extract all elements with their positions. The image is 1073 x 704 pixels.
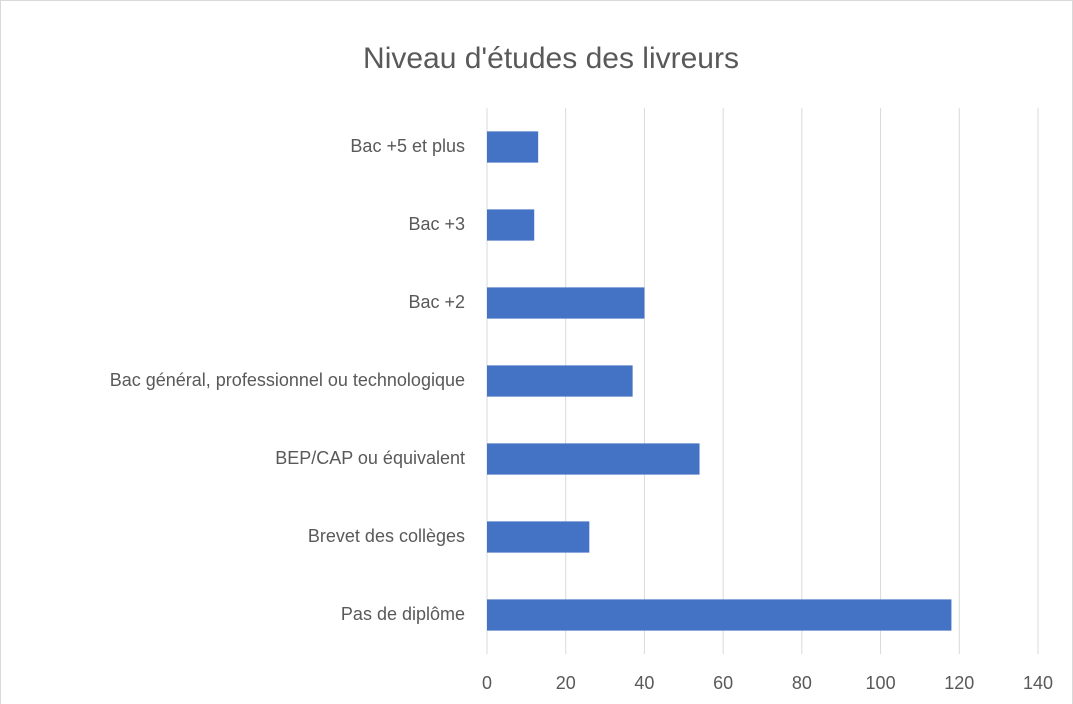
x-tick-label: 140	[1023, 673, 1053, 693]
x-tick-label: 20	[556, 673, 576, 693]
x-tick-label: 60	[713, 673, 733, 693]
bar	[487, 131, 539, 163]
y-tick-label: Bac +2	[408, 292, 465, 312]
bar	[487, 287, 645, 319]
y-tick-label: Brevet des collèges	[308, 526, 465, 546]
chart-title: Niveau d'études des livreurs	[363, 42, 739, 75]
x-tick-label: 80	[792, 673, 812, 693]
y-tick-label: Pas de diplôme	[341, 604, 465, 624]
bar	[487, 365, 633, 397]
x-tick-label: 0	[482, 673, 492, 693]
bar	[487, 521, 590, 553]
bar	[487, 599, 952, 631]
y-tick-label: Bac général, professionnel ou technologi…	[110, 370, 465, 390]
y-tick-label: BEP/CAP ou équivalent	[275, 448, 465, 468]
y-tick-label: Bac +3	[408, 214, 465, 234]
x-tick-label: 40	[634, 673, 654, 693]
x-tick-label: 120	[944, 673, 974, 693]
bar	[487, 209, 535, 241]
y-tick-label: Bac +5 et plus	[350, 136, 465, 156]
bar	[487, 443, 700, 475]
x-tick-label: 100	[866, 673, 896, 693]
